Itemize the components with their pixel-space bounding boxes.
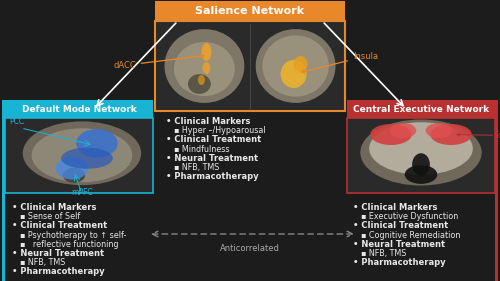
Ellipse shape: [369, 122, 473, 175]
Ellipse shape: [294, 56, 308, 72]
Text: • Neural Treatment: • Neural Treatment: [353, 240, 445, 249]
Text: • Clinical Treatment: • Clinical Treatment: [12, 221, 107, 230]
Ellipse shape: [23, 121, 141, 185]
Text: Central Executive Network: Central Executive Network: [353, 105, 489, 114]
Ellipse shape: [198, 75, 205, 85]
Text: ▪ Executive Dysfunction: ▪ Executive Dysfunction: [361, 212, 458, 221]
Text: • Clinical Markers: • Clinical Markers: [166, 117, 250, 126]
Ellipse shape: [430, 124, 472, 145]
Text: ▪ Psychotherapy to ↑ self-: ▪ Psychotherapy to ↑ self-: [20, 231, 126, 240]
Bar: [5, 118, 153, 193]
Text: Default Mode Network: Default Mode Network: [22, 105, 136, 114]
Ellipse shape: [280, 60, 306, 88]
Text: ▪   reflective functioning: ▪ reflective functioning: [20, 240, 118, 249]
Bar: [495, 100, 498, 281]
Ellipse shape: [412, 153, 430, 176]
Ellipse shape: [370, 124, 412, 145]
Text: • Neural Treatment: • Neural Treatment: [166, 154, 258, 163]
Text: PCC: PCC: [9, 117, 24, 126]
Bar: [347, 100, 495, 118]
Text: • Clinical Treatment: • Clinical Treatment: [353, 221, 448, 230]
Ellipse shape: [202, 43, 211, 61]
Ellipse shape: [32, 128, 132, 182]
Text: ▪ Cognitive Remediation: ▪ Cognitive Remediation: [361, 231, 460, 240]
Ellipse shape: [63, 168, 85, 183]
Text: ▪ Sense of Self: ▪ Sense of Self: [20, 212, 80, 221]
Text: • Clinical Markers: • Clinical Markers: [353, 203, 438, 212]
Text: Salience Network: Salience Network: [196, 6, 304, 16]
Ellipse shape: [256, 29, 336, 103]
Ellipse shape: [76, 129, 118, 157]
Text: • Pharmacotherapy: • Pharmacotherapy: [166, 172, 258, 181]
Text: • Clinical Treatment: • Clinical Treatment: [166, 135, 261, 144]
Ellipse shape: [164, 29, 244, 103]
Text: Insula: Insula: [302, 52, 378, 73]
Ellipse shape: [404, 165, 438, 184]
Text: mPFC: mPFC: [71, 188, 93, 197]
Text: Anticorrelated: Anticorrelated: [220, 244, 280, 253]
Ellipse shape: [390, 123, 416, 138]
Text: ▪ Mindfulness: ▪ Mindfulness: [174, 145, 230, 154]
Ellipse shape: [202, 62, 210, 74]
Ellipse shape: [61, 148, 113, 169]
Bar: [5, 100, 153, 118]
Text: • Clinical Markers: • Clinical Markers: [12, 203, 96, 212]
Ellipse shape: [262, 35, 329, 97]
Text: dlPFC: dlPFC: [457, 131, 500, 140]
Text: ▪ NFB, TMS: ▪ NFB, TMS: [361, 249, 406, 258]
Ellipse shape: [426, 123, 452, 138]
Text: ▪ Hyper –/Hypoarousal: ▪ Hyper –/Hypoarousal: [174, 126, 266, 135]
Text: dACC: dACC: [113, 55, 204, 70]
Bar: [2, 100, 5, 281]
Ellipse shape: [360, 119, 482, 185]
Text: • Pharmacotherapy: • Pharmacotherapy: [353, 258, 446, 267]
Text: ▪ NFB, TMS: ▪ NFB, TMS: [174, 163, 220, 172]
Text: • Neural Treatment: • Neural Treatment: [12, 249, 104, 258]
Bar: [155, 21, 345, 111]
Text: ▪ NFB, TMS: ▪ NFB, TMS: [20, 258, 66, 267]
Ellipse shape: [56, 157, 88, 180]
Ellipse shape: [188, 74, 211, 94]
Ellipse shape: [174, 42, 235, 96]
Text: • Pharmacotherapy: • Pharmacotherapy: [12, 268, 104, 277]
Bar: [347, 118, 495, 193]
Bar: [155, 1, 345, 21]
